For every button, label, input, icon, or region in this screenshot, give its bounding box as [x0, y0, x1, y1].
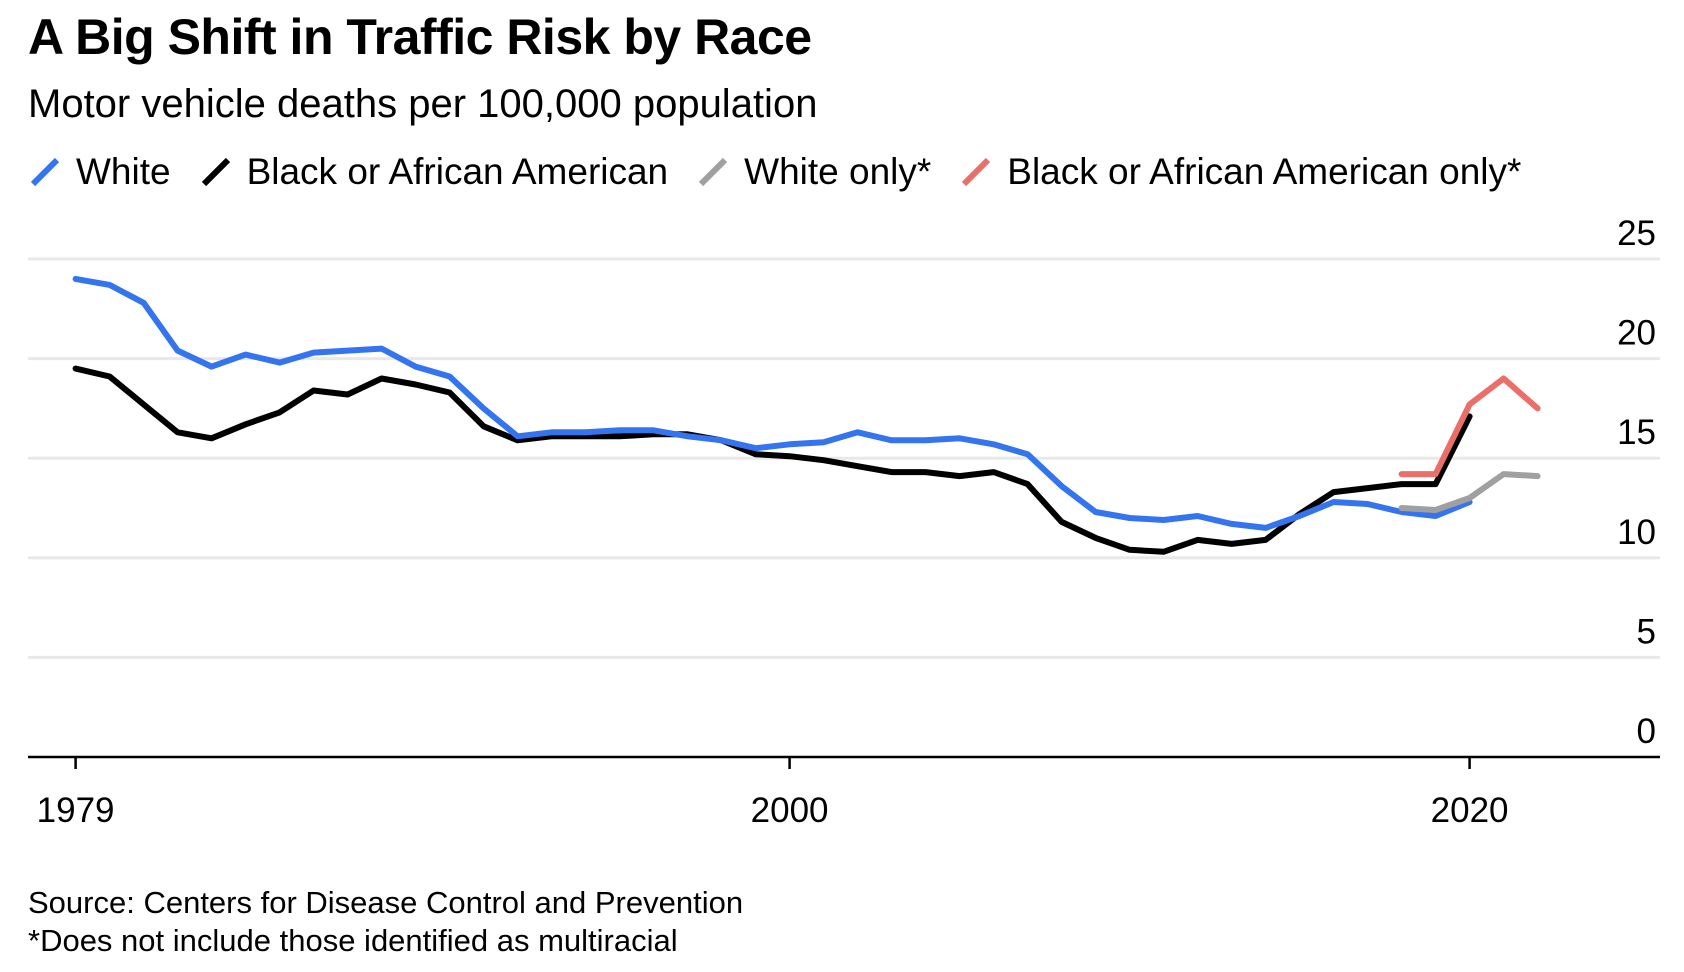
x-tick-label: 2000	[751, 791, 829, 830]
y-tick-label: 15	[1617, 413, 1656, 452]
legend-swatch-white	[30, 157, 60, 187]
chart-title: A Big Shift in Traffic Risk by Race	[28, 9, 812, 65]
y-tick-label: 25	[1617, 214, 1656, 253]
legend-item-white-only: White only*	[696, 151, 931, 193]
legend-label-white: White	[76, 151, 171, 192]
y-tick-label: 20	[1617, 314, 1656, 353]
x-tick-label: 2020	[1431, 791, 1509, 830]
source-text: Source: Centers for Disease Control and …	[28, 885, 744, 920]
source-note: Source: Centers for Disease Control and …	[28, 884, 743, 960]
legend-swatch-white-only	[699, 157, 728, 187]
legend-label-black-only: Black or African American only*	[1007, 151, 1522, 192]
y-axis-ticks: 0 5 10 15 20 25	[1617, 214, 1656, 751]
series-lines	[72, 275, 1541, 555]
series-line-black-only	[1398, 375, 1541, 478]
x-axis-ticks: 1979 2000 2020	[37, 757, 1509, 830]
footnote-text: *Does not include those identified as mu…	[28, 923, 678, 958]
legend-swatch-black	[201, 157, 230, 187]
series-line-black	[72, 365, 1473, 555]
legend-label-white-only: White only*	[744, 151, 932, 192]
legend-swatch-black-only	[962, 157, 991, 187]
y-tick-label: 0	[1637, 712, 1656, 751]
legend-label-black: Black or African American	[246, 151, 669, 192]
series-line-white-only	[1398, 471, 1541, 513]
legend-item-white: White	[28, 151, 171, 193]
legend: White Black or African American White on…	[28, 148, 1549, 196]
gridlines	[28, 257, 1660, 659]
chart-subtitle: Motor vehicle deaths per 100,000 populat…	[28, 82, 818, 126]
y-tick-label: 5	[1637, 612, 1656, 651]
series-line-white	[72, 275, 1473, 531]
x-tick-label: 1979	[37, 791, 115, 830]
y-tick-label: 10	[1617, 513, 1656, 552]
legend-item-black-only: Black or African American only*	[959, 151, 1521, 193]
legend-item-black: Black or African American	[199, 151, 669, 193]
